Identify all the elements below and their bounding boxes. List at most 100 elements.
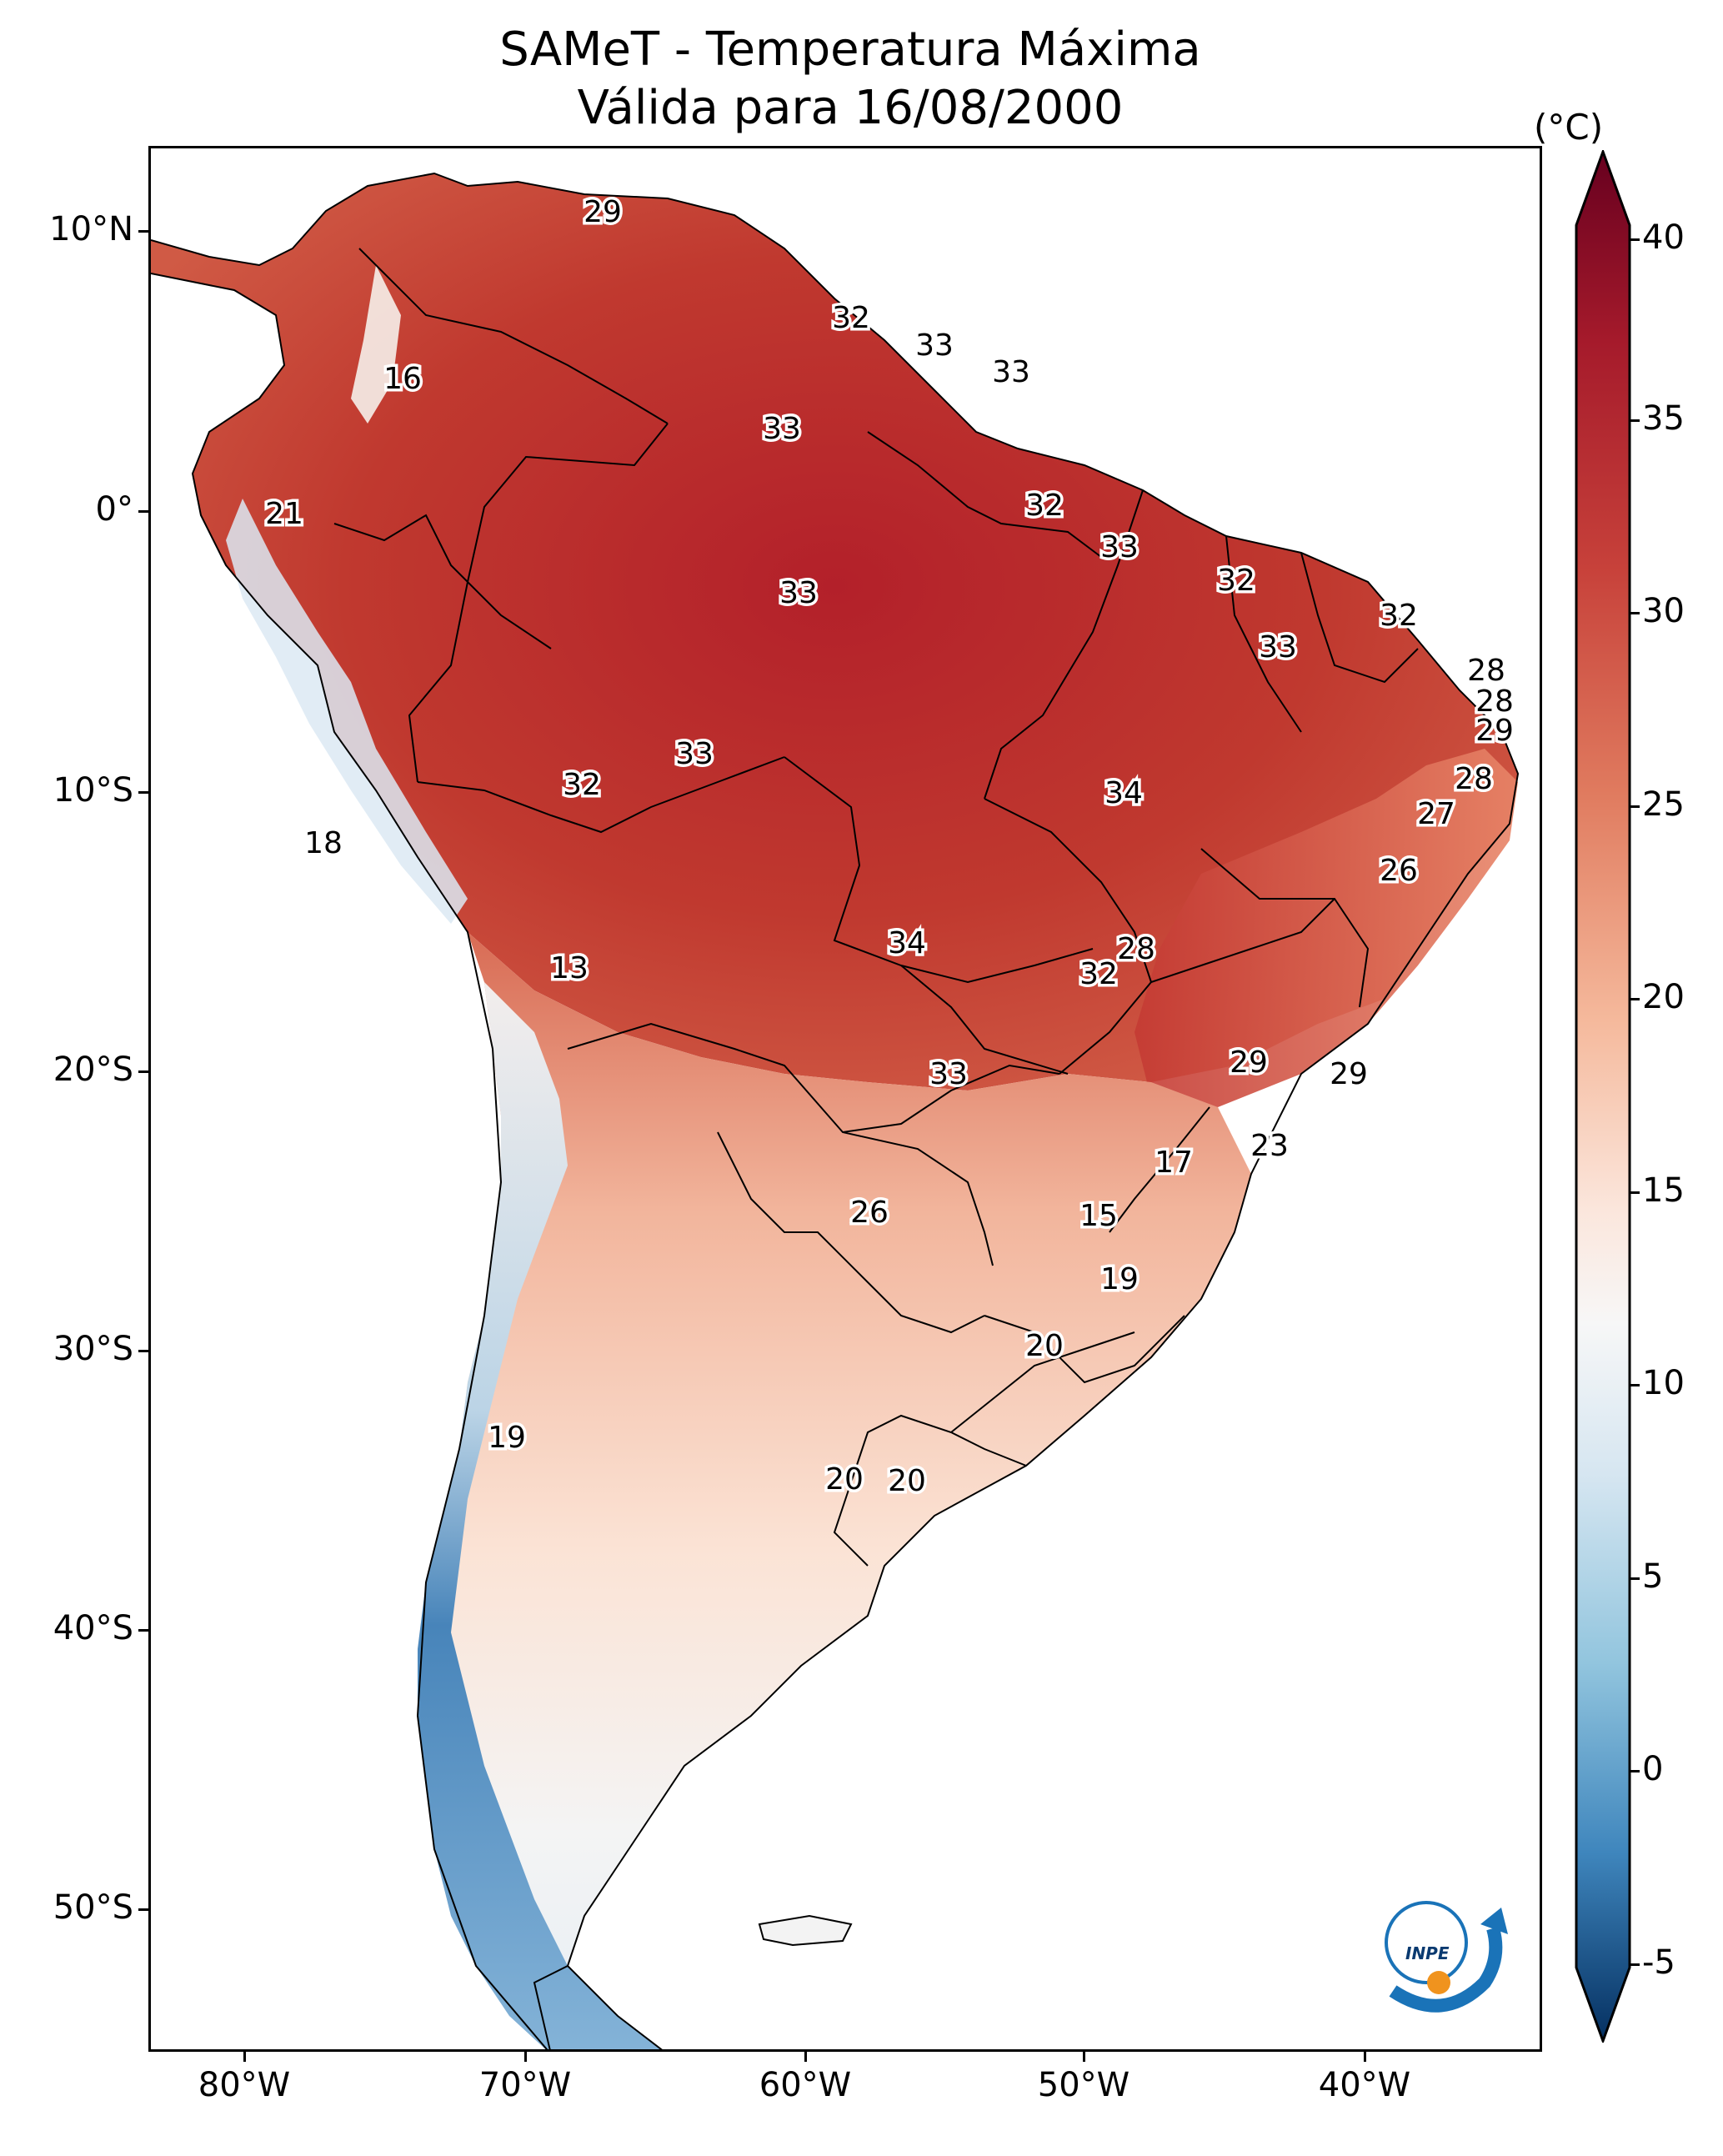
map-area: 29 32 33 33 16 33 21 32 33 32 33 32 33 2… xyxy=(148,146,1542,2052)
contour-label: 16 xyxy=(383,362,422,396)
contour-label: 32 xyxy=(1217,564,1255,598)
contour-label: 32 xyxy=(832,301,870,335)
continent-north xyxy=(151,173,1518,1091)
contour-labels: 29 32 33 33 16 33 21 32 33 32 33 32 33 2… xyxy=(263,193,1517,1502)
colorbar-tick-label: 0 xyxy=(1642,1750,1664,1788)
contour-label: 15 xyxy=(1079,1199,1118,1233)
lat-label-30s: 30°S xyxy=(53,1330,133,1368)
region-colombia-andes xyxy=(351,265,401,424)
lat-label-0: 0° xyxy=(95,490,133,529)
lon-tick xyxy=(804,2052,807,2062)
contour-label: 33 xyxy=(929,1057,968,1091)
falkland-islands xyxy=(758,1914,853,1947)
contour-label: 32 xyxy=(563,768,601,802)
lon-label-70w: 70°W xyxy=(478,2066,572,2104)
contour-label: 34 xyxy=(888,926,926,960)
lon-tick xyxy=(243,2052,246,2062)
contour-label: 29 xyxy=(1330,1057,1368,1091)
lon-label-60w: 60°W xyxy=(759,2066,852,2104)
lon-tick xyxy=(1083,2052,1085,2062)
contour-label: 33 xyxy=(992,355,1030,389)
contour-label: 29 xyxy=(1475,714,1514,748)
lat-label-10n: 10°N xyxy=(49,210,133,248)
lon-label-40w: 40°W xyxy=(1318,2066,1411,2104)
lat-tick xyxy=(138,1070,148,1073)
colorbar-tick xyxy=(1630,1577,1640,1580)
contour-label: 33 xyxy=(1259,630,1297,664)
colorbar-tick-label: 25 xyxy=(1642,785,1685,824)
contour-label: 20 xyxy=(888,1464,926,1498)
colorbar-body xyxy=(1575,150,1631,2043)
contour-label: 23 xyxy=(1250,1129,1289,1163)
colorbar-tick xyxy=(1630,1384,1640,1386)
colorbar-tick-label: -5 xyxy=(1642,1943,1675,1982)
lat-tick xyxy=(138,1350,148,1352)
lat-tick xyxy=(138,230,148,233)
colorbar-tick xyxy=(1630,805,1640,808)
contour-label: 21 xyxy=(265,497,303,531)
contour-label: 33 xyxy=(675,737,714,771)
colorbar-tick xyxy=(1630,998,1640,1000)
contour-label: 33 xyxy=(1100,530,1139,564)
colorbar-tick-label: 35 xyxy=(1642,399,1685,438)
contour-label: 28 xyxy=(1467,654,1505,688)
colorbar-tick xyxy=(1630,612,1640,614)
contour-label: 19 xyxy=(488,1421,526,1455)
contour-label: 18 xyxy=(304,826,343,860)
contour-label: 32 xyxy=(1380,599,1418,633)
contour-label: 29 xyxy=(1230,1045,1268,1080)
contour-label: 28 xyxy=(1455,762,1493,796)
contour-label: 29 xyxy=(584,195,622,229)
temperature-map: 29 32 33 33 16 33 21 32 33 32 33 32 33 2… xyxy=(151,172,1520,2049)
colorbar-tick-label: 20 xyxy=(1642,978,1685,1016)
lat-label-10s: 10°S xyxy=(53,771,133,810)
lat-tick xyxy=(138,791,148,794)
region-east-brazil xyxy=(1134,749,1518,1107)
colorbar-tick xyxy=(1630,238,1640,241)
contour-label: 13 xyxy=(550,951,589,985)
colorbar-tick-label: 30 xyxy=(1642,592,1685,630)
lat-label-20s: 20°S xyxy=(53,1050,133,1089)
inpe-logo-icon: INPE xyxy=(1385,1901,1508,2013)
colorbar-tick-label: 10 xyxy=(1642,1364,1685,1402)
region-andes xyxy=(418,982,662,2049)
lat-label-50s: 50°S xyxy=(53,1888,133,1927)
lat-tick xyxy=(138,1908,148,1911)
colorbar-unit: (°C) xyxy=(1534,107,1604,148)
lon-label-50w: 50°W xyxy=(1037,2066,1130,2104)
colorbar-tick-label: 15 xyxy=(1642,1171,1685,1210)
map-title: SAMeT - Temperatura Máxima xyxy=(499,23,1201,77)
contour-label: 19 xyxy=(1100,1262,1139,1296)
colorbar-tick xyxy=(1630,1770,1640,1772)
lat-label-40s: 40°S xyxy=(53,1609,133,1647)
contour-label: 32 xyxy=(1025,489,1064,523)
contour-label: 34 xyxy=(1104,776,1143,810)
continent-south xyxy=(418,932,1251,2049)
colorbar xyxy=(1575,150,1631,2043)
contour-label: 32 xyxy=(1079,957,1118,991)
lon-label-80w: 80°W xyxy=(198,2066,291,2104)
contour-label: 26 xyxy=(850,1196,889,1230)
contour-label: 28 xyxy=(1475,684,1514,719)
contour-label: 27 xyxy=(1417,797,1455,831)
colorbar-tick-label: 40 xyxy=(1642,218,1685,257)
country-borders xyxy=(151,172,1520,2049)
lon-tick xyxy=(1364,2052,1366,2062)
lon-tick xyxy=(524,2052,527,2062)
contour-label: 33 xyxy=(779,576,818,610)
contour-label: 33 xyxy=(915,328,954,363)
colorbar-tick-label: 5 xyxy=(1642,1557,1664,1596)
region-north-andes xyxy=(226,499,468,924)
lat-tick xyxy=(138,1629,148,1632)
lat-tick xyxy=(138,510,148,513)
contour-label: 20 xyxy=(1025,1329,1064,1363)
contour-label: 33 xyxy=(763,412,801,446)
contour-label: 20 xyxy=(825,1462,864,1497)
contour-label: 28 xyxy=(1117,932,1155,966)
colorbar-tick xyxy=(1630,419,1640,422)
contour-label: 17 xyxy=(1155,1146,1193,1180)
contour-label: 26 xyxy=(1380,854,1418,888)
colorbar-tick xyxy=(1630,1963,1640,1966)
colorbar-tick xyxy=(1630,1191,1640,1194)
map-subtitle: Válida para 16/08/2000 xyxy=(577,81,1124,135)
